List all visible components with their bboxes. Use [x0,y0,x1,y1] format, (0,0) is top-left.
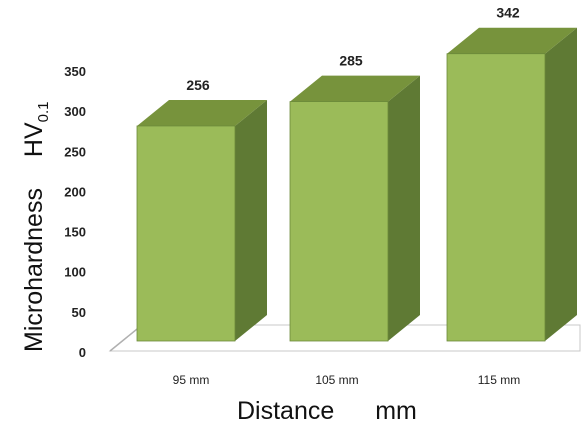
x-axis-title: Distance mm [237,397,417,423]
y-axis-label: Microhardness [20,188,48,352]
y-axis-title: Microhardness HV0.1 [20,102,52,353]
bar-side [235,99,267,342]
bar-top [290,75,420,102]
y-tick-label: 0 [79,345,86,360]
y-axis-unit: HV [20,122,48,157]
bar [136,99,267,342]
bar-front [289,101,389,342]
y-tick-label: 200 [64,184,86,199]
x-tick-label: 95 mm [173,373,210,387]
data-label: 342 [496,5,520,21]
x-tick-label: 105 mm [315,373,358,387]
y-tick-label: 150 [64,225,86,240]
data-label: 285 [339,53,363,69]
bar-top [447,27,577,54]
y-tick-label: 350 [64,64,86,79]
y-tick-labels: 0 50 100 150 200 250 300 350 [64,64,86,360]
bar-front [136,125,236,342]
bar-side [545,27,577,341]
bar-top [137,99,267,126]
x-tick-label: 115 mm [478,373,520,387]
x-axis-unit: mm [375,397,417,423]
y-axis-unit-subscript: 0.1 [35,102,52,123]
bar [446,27,577,342]
y-tick-label: 100 [64,265,86,280]
y-tick-label: 50 [72,305,86,320]
svg-text:Microhardness HV0.1: Microhardness HV0.1 [20,102,52,353]
data-labels: 256 285 342 [186,5,520,93]
bar-side [388,75,420,341]
y-tick-label: 300 [64,104,86,119]
bar-front [446,53,546,342]
x-axis-label: Distance [237,397,334,423]
bars [136,27,577,342]
bar [289,75,420,342]
y-tick-label: 250 [64,144,86,159]
data-label: 256 [186,77,210,93]
x-tick-labels: 95 mm 105 mm 115 mm [173,373,521,387]
